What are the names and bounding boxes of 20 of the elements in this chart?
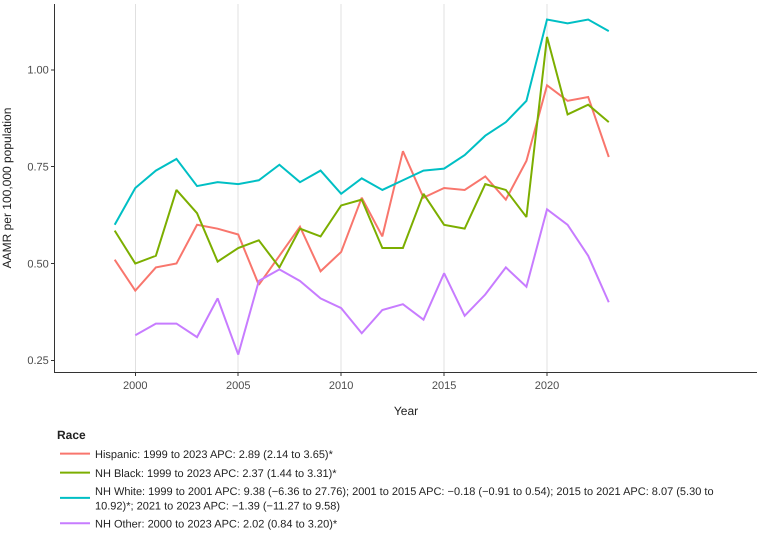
legend-label: NH White: 1999 to 2001 APC: 9.38 (−6.36 to 27.76); 2001 to 2015 APC: −0.18 (−0.91 to 0.54); 2015 to 2021 APC: 8.07 (5.30 to 10.92)*; 2021 to 2023 APC: −1.39 (−11.27 to 9.58)	[95, 486, 714, 512]
x-tick-label: 2005	[226, 380, 250, 392]
line-series	[134, 208, 610, 356]
legend-label: NH Black: 1999 to 2023 APC: 2.37 (1.44 to 3.31)*	[95, 468, 338, 480]
x-tick-label: 2000	[123, 380, 148, 392]
x-axis-title: Year	[394, 404, 418, 418]
x-tick-label: 2010	[328, 380, 354, 392]
legend-label: NH Other: 2000 to 2023 APC: 2.02 (0.84 to 3.20)*	[95, 518, 338, 531]
y-tick-label: 1.00	[27, 64, 49, 77]
x-tick-label: 2015	[432, 380, 456, 392]
line-series	[114, 18, 610, 226]
line-series	[114, 84, 610, 292]
y-tick-label: 0.25	[27, 355, 49, 368]
y-axis-title: AAMR per 100,000 population	[0, 108, 14, 268]
y-tick-label: 0.75	[27, 162, 49, 174]
line-series	[114, 36, 610, 268]
x-tick-label: 2020	[534, 380, 560, 392]
y-tick-label: 0.50	[27, 258, 49, 270]
legend-label: Hispanic: 1999 to 2023 APC: 2.89 (2.14 to 3.65)*	[95, 448, 334, 461]
legend-title: Race	[57, 428, 86, 442]
